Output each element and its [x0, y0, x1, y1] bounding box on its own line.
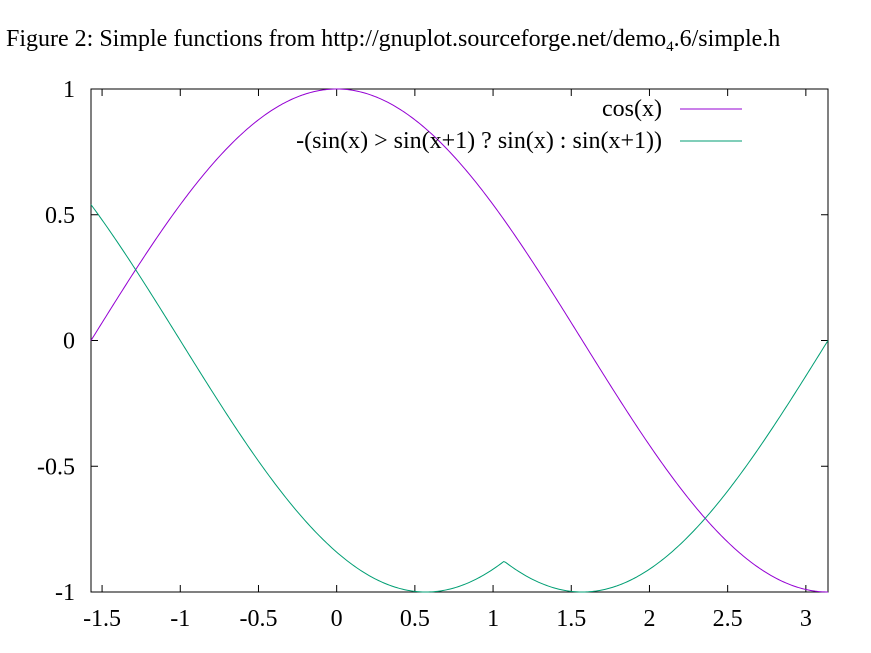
legend-label-2: -(sin(x) > sin(x+1) ? sin(x) : sin(x+1)) [296, 128, 662, 154]
x-tick-label: 1.5 [556, 606, 586, 632]
caption-suffix: .6/simple.h [673, 26, 781, 52]
x-tick-label: -1.5 [83, 606, 121, 632]
y-tick-label: 0 [63, 329, 75, 355]
legend: cos(x) -(sin(x) > sin(x+1) ? sin(x) : sin… [296, 96, 742, 154]
y-axis: -1 -0.5 0 0.5 1 [37, 77, 828, 606]
series-line-1 [90, 88, 829, 593]
x-tick-label: -0.5 [239, 606, 277, 632]
x-tick-label: 0 [331, 606, 343, 632]
x-tick-label: 2.5 [713, 606, 743, 632]
y-tick-label: 0.5 [45, 203, 75, 229]
series-line-2 [90, 204, 829, 593]
y-tick-label: -1 [55, 580, 75, 606]
x-tick-label: 3 [800, 606, 812, 632]
caption-subscript: 4 [666, 39, 674, 55]
x-tick-label: -1 [170, 606, 190, 632]
y-tick-label: -0.5 [37, 454, 75, 480]
legend-label-1: cos(x) [602, 96, 662, 122]
x-tick-label: 0.5 [400, 606, 430, 632]
caption-prefix: Figure 2: Simple functions from http://g… [6, 26, 667, 52]
plot-border [90, 88, 829, 593]
series-lines [90, 88, 829, 593]
y-tick-label: 1 [63, 77, 75, 103]
x-axis: -1.5 -1 -0.5 0 0.5 1 1.5 2 2.5 3 [83, 89, 812, 632]
x-tick-label: 1 [487, 606, 499, 632]
figure-caption: Figure 2: Simple functions from http://g… [6, 26, 781, 55]
x-tick-label: 2 [643, 606, 655, 632]
